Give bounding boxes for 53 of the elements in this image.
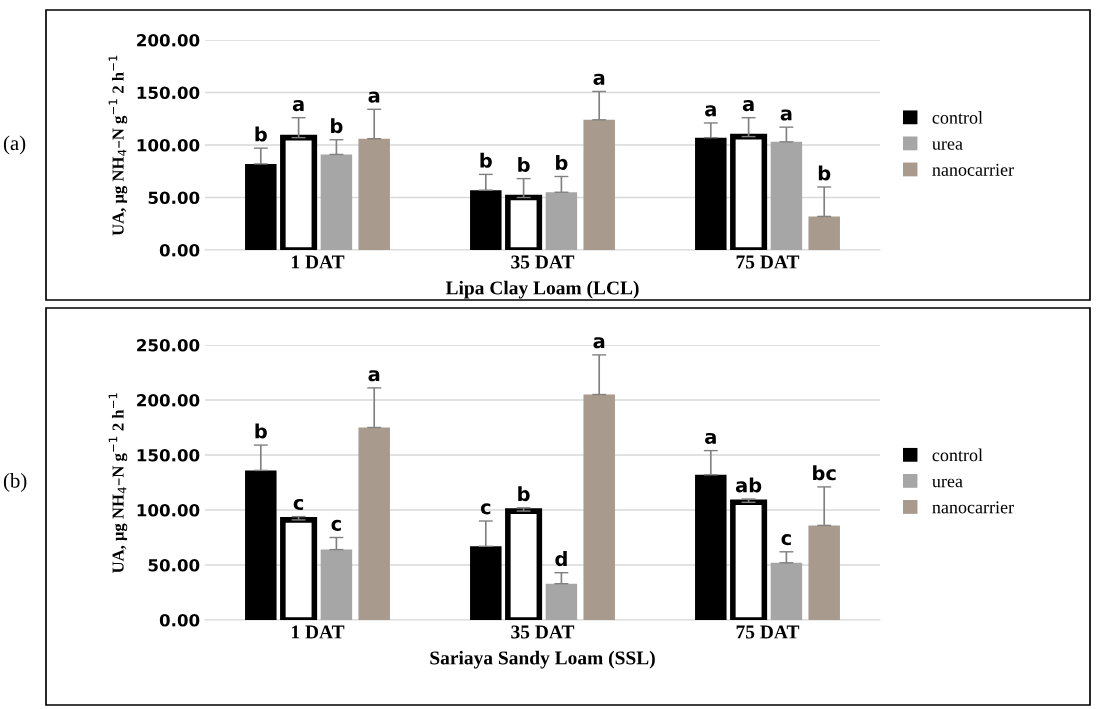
data-label: d <box>555 551 567 567</box>
data-label: a <box>292 99 304 112</box>
legend-label: urea <box>932 141 963 150</box>
data-label: a <box>780 109 792 121</box>
data-label: c <box>331 519 341 531</box>
legend-label: urea <box>932 478 963 488</box>
y-tick-label: 150.00 <box>137 448 200 462</box>
x-tick-label: 75 DAT <box>736 255 800 269</box>
legend-label: nanocarrier <box>932 163 1014 176</box>
data-label: b <box>480 152 492 168</box>
data-label: bc <box>813 465 836 481</box>
y-tick-label: 200.00 <box>137 33 200 47</box>
legend-label: control <box>932 448 983 462</box>
y-tick-label: 250.00 <box>137 338 200 352</box>
text: (b) <box>3 473 27 492</box>
x-tick-label: 1 DAT <box>291 625 345 639</box>
y-tick-label: 200.00 <box>137 393 200 407</box>
data-label: c <box>293 498 304 511</box>
data-label: a <box>705 105 716 117</box>
y-tick-label: 0.00 <box>159 243 200 257</box>
data-label: b <box>255 126 267 142</box>
data-label: c <box>781 534 791 546</box>
data-label: a <box>742 99 754 112</box>
data-label: b <box>518 157 530 173</box>
x-tick-label: 1 DAT <box>291 255 345 269</box>
x-tick-label: 35 DAT <box>511 625 575 639</box>
y-tick-label: 50.00 <box>148 558 200 572</box>
text: (a) <box>3 135 26 155</box>
y-tick-label: 100.00 <box>137 503 200 517</box>
data-label: b <box>255 423 267 439</box>
data-label: a <box>368 370 380 382</box>
x-axis-title: Sariaya Sandy Loam (SSL) <box>430 650 655 669</box>
data-label: b <box>518 486 530 502</box>
y-tick-label: 150.00 <box>137 86 200 100</box>
data-label: a <box>593 337 605 349</box>
data-label: c <box>480 503 491 515</box>
y-tick-label: 100.00 <box>137 138 200 152</box>
data-label: ab <box>735 477 762 493</box>
x-tick-label: 75 DAT <box>736 625 800 639</box>
data-label: a <box>368 91 380 103</box>
y-tick-label: 50.00 <box>148 191 200 205</box>
x-tick-label: 35 DAT <box>511 255 575 269</box>
data-label: a <box>705 432 716 445</box>
y-tick-label: 0.00 <box>159 613 200 627</box>
legend-label: control <box>932 111 983 124</box>
x-axis-title: Lipa Clay Loam (LCL) <box>445 280 639 299</box>
data-label: a <box>593 73 605 85</box>
y-axis-title: UA, μg NH$_{4}$–N g$^{−1}$ 2 h$^{−1}$ <box>108 55 128 236</box>
data-label: b <box>556 154 568 170</box>
legend-label: nanocarrier <box>932 501 1014 514</box>
y-axis-title: UA, μg NH$_{4}$–N g$^{−1}$ 2 h$^{−1}$ <box>108 393 128 573</box>
data-label: b <box>331 118 343 134</box>
data-label: b <box>818 165 831 181</box>
